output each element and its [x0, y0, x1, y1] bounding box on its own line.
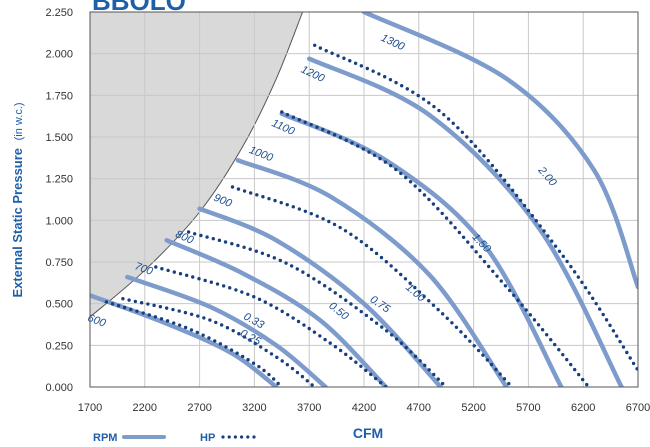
rpm-curve-1300	[361, 12, 638, 290]
curves	[90, 12, 638, 387]
rpm-curve-1200	[306, 56, 624, 387]
y-tick-label: 1.750	[45, 90, 73, 102]
y-axis-title-main: External Static Pressure	[10, 148, 25, 298]
x-axis-ticks: 1700 2200 2700 3200 3700 4200 4700 5200 5700 6200…	[78, 402, 650, 414]
hp-curve-0.75	[186, 230, 448, 387]
rpm-label-1200: 1200	[299, 64, 327, 86]
hp-curve-0.50	[154, 265, 388, 387]
shaded-inaccessible-region	[89, 11, 304, 319]
y-axis-ticks: 0.000 0.250 0.500 0.750 1.000 1.250 1.500 1.750…	[45, 7, 73, 394]
x-tick-label: 4700	[407, 402, 431, 414]
rpm-label-1000: 1000	[247, 144, 275, 164]
rpm-label-600: 600	[86, 312, 108, 330]
hp-label-2.00: 2.00	[535, 164, 559, 190]
x-tick-label: 6700	[626, 402, 650, 414]
y-tick-label: 0.250	[45, 340, 73, 352]
x-tick-label: 3700	[297, 402, 321, 414]
y-tick-label: 0.750	[45, 257, 73, 269]
x-tick-label: 4200	[352, 402, 376, 414]
shaded-region-area	[89, 11, 304, 319]
hp-curve-1.50	[280, 110, 591, 387]
y-tick-label: 2.250	[45, 7, 73, 19]
y-tick-label: 0.000	[45, 382, 73, 394]
y-tick-label: 0.500	[45, 299, 73, 311]
rpm-curve-1000	[235, 158, 509, 387]
x-tick-label: 2700	[187, 402, 211, 414]
rpm-curve-1100	[279, 111, 564, 387]
legend: RPM HP	[93, 432, 261, 444]
hp-label-1.00: 1.00	[403, 282, 428, 306]
y-tick-label: 1.000	[45, 215, 73, 227]
rpm-curve-700	[125, 274, 328, 387]
x-tick-label: 5200	[461, 402, 485, 414]
x-tick-label: 1700	[78, 402, 102, 414]
y-tick-label: 2.000	[45, 49, 73, 61]
y-axis-title-unit: (in w.c.)	[13, 102, 25, 140]
legend-rpm-label: RPM	[93, 432, 117, 444]
y-axis-title: External Static Pressure (in w.c.)	[10, 102, 25, 297]
x-tick-label: 2200	[133, 402, 157, 414]
rpm-curve-900	[197, 206, 443, 387]
plot-frame	[89, 11, 639, 388]
x-axis-title: CFM	[353, 425, 383, 441]
rpm-label-900: 900	[212, 192, 234, 210]
hp-curve-0.33	[121, 297, 317, 387]
legend-hp-label: HP	[200, 432, 215, 444]
x-tick-label: 5700	[516, 402, 540, 414]
hp-curve-2.00	[313, 43, 638, 372]
rpm-label-1300: 1300	[379, 32, 407, 54]
y-tick-label: 1.250	[45, 174, 73, 186]
y-tick-label: 1.500	[45, 132, 73, 144]
x-tick-label: 3200	[242, 402, 266, 414]
hp-curve-1.00	[230, 185, 514, 387]
x-tick-label: 6200	[571, 402, 595, 414]
rpm-curve-800	[164, 238, 389, 387]
